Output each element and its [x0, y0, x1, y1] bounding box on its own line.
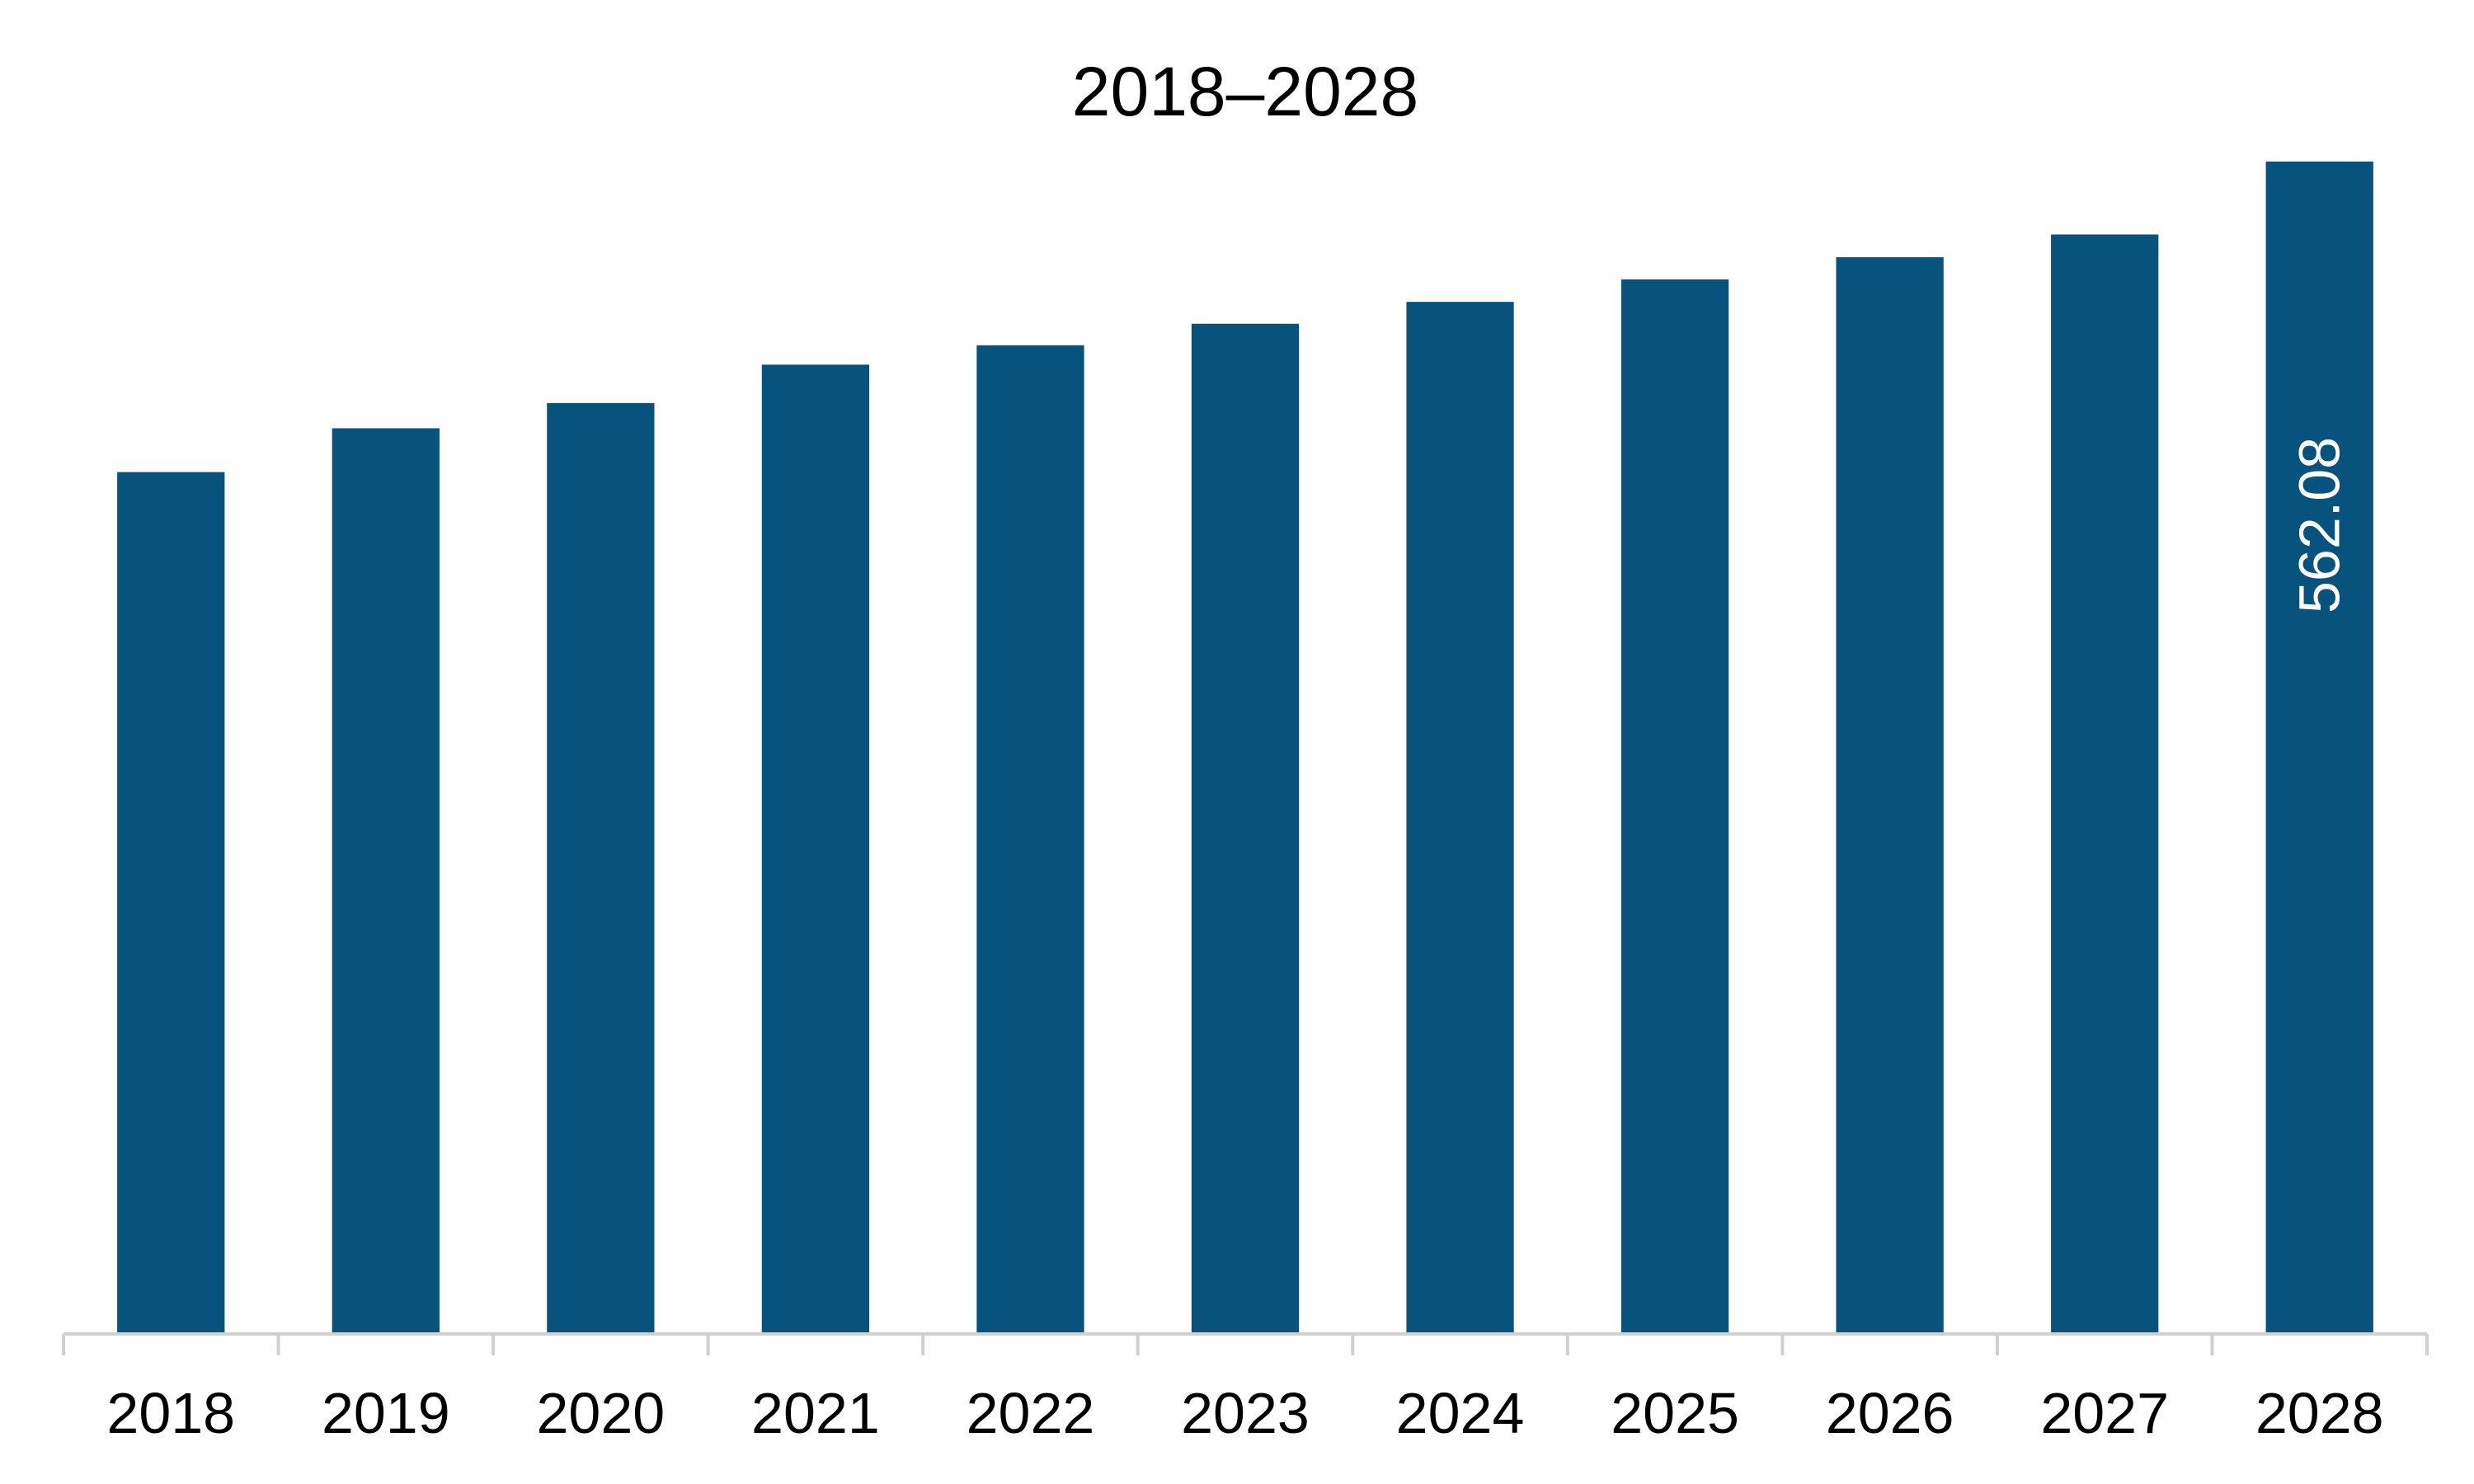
x-tick-label-2018: 2018 — [106, 1381, 235, 1445]
x-tick-label-2028: 2028 — [2255, 1381, 2384, 1445]
bar-2028 — [2265, 161, 2373, 1334]
x-tick-label-2022: 2022 — [967, 1381, 1095, 1445]
bar-2021 — [761, 364, 870, 1335]
data-labels: 562.08 — [2288, 437, 2352, 613]
bar-2018 — [117, 472, 225, 1334]
x-tick-label-2021: 2021 — [751, 1381, 880, 1445]
bars-group — [117, 161, 2373, 1335]
bar-2023 — [1191, 323, 1300, 1335]
x-tick-label-2027: 2027 — [2040, 1381, 2169, 1445]
data-label-2028: 562.08 — [2288, 437, 2352, 613]
x-tick-label-2020: 2020 — [536, 1381, 665, 1445]
bar-2027 — [2051, 234, 2159, 1334]
bar-2025 — [1620, 279, 1729, 1334]
x-tick-label-2024: 2024 — [1396, 1381, 1525, 1445]
bar-2020 — [547, 402, 655, 1335]
x-axis — [62, 1332, 2429, 1355]
bar-2024 — [1406, 302, 1514, 1334]
x-tick-label-2019: 2019 — [322, 1381, 450, 1445]
bar-2022 — [976, 345, 1084, 1334]
chart-title: 2018–2028 — [1072, 53, 1418, 130]
bar-2026 — [1836, 257, 1944, 1334]
x-tick-labels: 2018 2019 2020 2021 2022 2023 2024 2025 2026 2027… — [106, 1381, 2383, 1445]
x-tick-label-2025: 2025 — [1611, 1381, 1739, 1445]
x-tick-label-2026: 2026 — [1826, 1381, 1954, 1445]
bar-2019 — [332, 428, 440, 1334]
x-tick-label-2023: 2023 — [1181, 1381, 1310, 1445]
